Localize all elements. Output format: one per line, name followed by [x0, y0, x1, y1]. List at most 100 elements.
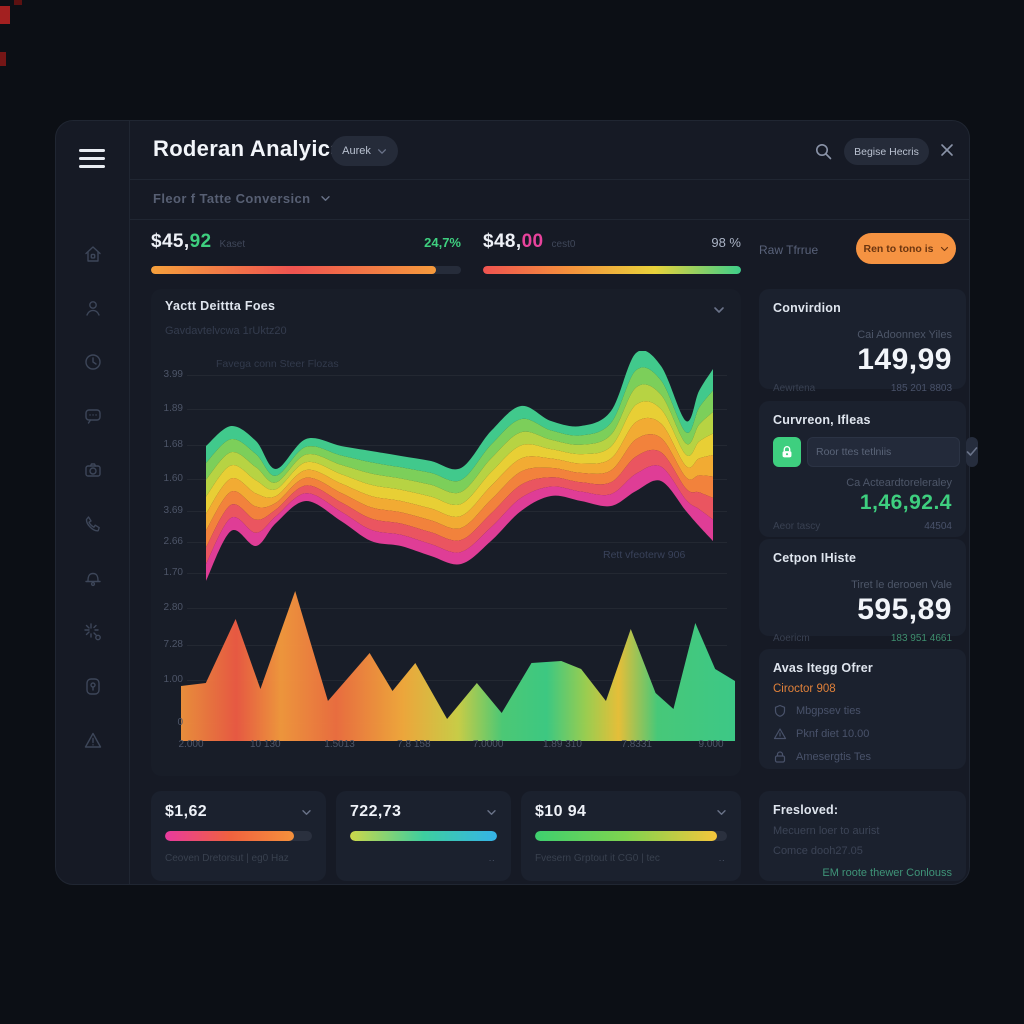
progress-fill: [151, 266, 437, 274]
chart-title: Yactt Deittta Foes: [165, 299, 276, 313]
close-icon[interactable]: [939, 142, 955, 163]
render-artifact: [14, 0, 22, 5]
sidebar-item-users[interactable]: [78, 293, 108, 323]
card-title: Avas Itegg Ofrer: [773, 661, 873, 675]
workspace-selector[interactable]: Aurek: [331, 136, 398, 166]
list-item-label: Amesergtis Tes: [796, 751, 871, 763]
mini-stat-value: 722,73: [350, 803, 402, 820]
mini-stat-value: $1,62: [165, 803, 208, 820]
search-icon[interactable]: [814, 142, 832, 165]
card-title: Curvreon, Ifleas: [773, 413, 871, 427]
chevron-down-icon[interactable]: [716, 809, 727, 816]
progress-bar: [165, 831, 312, 841]
lock-icon: [782, 446, 792, 458]
chevron-down-icon: [714, 307, 724, 313]
workspace-label: Aurek: [342, 145, 371, 157]
sidebar-item-time[interactable]: [78, 347, 108, 377]
account-button[interactable]: Begise Hecris: [844, 138, 929, 165]
x-axis-tick: 9.000: [698, 739, 724, 750]
grid-line: [187, 409, 727, 410]
y-axis-tick: 2.80: [163, 602, 183, 613]
render-artifact: [0, 52, 6, 66]
filterbar: Fleor f Tatte Conversicn: [129, 179, 969, 220]
card-subtitle: Ciroctor 908: [773, 683, 836, 695]
sidebar-item-security[interactable]: [78, 671, 108, 701]
card-value: 595,89: [857, 593, 952, 626]
resolved-link[interactable]: EM roote thewer Conlouss: [822, 867, 952, 879]
list-item[interactable]: Mbgpsev ties: [773, 704, 952, 718]
mini-stat-card: $1,62 Ceoven Dretorsut | eg0 Haz: [151, 791, 326, 881]
card-foot-right: 44504: [924, 521, 952, 532]
mini-stat-sub: Ceoven Dretorsut | eg0 Haz: [165, 853, 289, 864]
x-axis-tick: 7.8331: [621, 739, 652, 750]
card-foot-right: 185 201 8803: [890, 383, 952, 394]
y-axis-tick: 3.69: [163, 505, 183, 516]
y-axis-tick: 7.28: [163, 639, 183, 650]
rules-input[interactable]: [807, 437, 960, 467]
page-title: Roderan Analyics: [153, 136, 343, 161]
chart-subtitle: Gavdavtelvcwa 1rUktz20: [165, 325, 287, 337]
chevron-down-icon[interactable]: [301, 809, 312, 816]
stat-card-revenue: $45, 92 Kaset 24,7%: [151, 231, 461, 274]
sidebar-item-activity[interactable]: [78, 617, 108, 647]
y-axis-tick: 1.68: [163, 439, 183, 450]
stat-value-accent: 92: [189, 231, 212, 252]
progress-fill: [165, 831, 295, 841]
y-axis-tick: 1.60: [163, 473, 183, 484]
list-item-label: Mbgpsev ties: [796, 705, 861, 717]
lower-area-chart: [181, 586, 737, 741]
raw-mode-label: Raw Tfrrue: [759, 243, 819, 257]
stat-value-accent: 00: [521, 231, 544, 252]
sidebar-item-calls[interactable]: [78, 509, 108, 539]
progress-bar: [483, 266, 741, 274]
card-title: Convirdion: [773, 301, 841, 315]
card-foot-right: 183 951 4661: [890, 633, 952, 644]
account-label: Begise Hecris: [854, 145, 919, 158]
report-filter[interactable]: Fleor f Tatte Conversicn: [153, 191, 331, 206]
sidebar-item-messages[interactable]: [78, 401, 108, 431]
list-item[interactable]: Pknf diet 10.00: [773, 727, 952, 741]
menu-icon[interactable]: [79, 149, 105, 173]
resolved-line: Mecuern loer to aurist: [773, 825, 880, 837]
progress-bar: [535, 831, 727, 841]
sidebar-item-alerts[interactable]: [78, 563, 108, 593]
chat-icon: [84, 409, 101, 424]
phone-icon: [85, 516, 100, 532]
primary-cta-button[interactable]: Ren to tono is: [856, 233, 956, 264]
confirm-checkbox[interactable]: [966, 437, 978, 467]
chevron-down-icon: [321, 196, 331, 201]
grid-line: [187, 375, 727, 376]
chevron-down-icon[interactable]: [486, 809, 497, 816]
stat-percent: 98 %: [711, 235, 741, 250]
more-dots-icon[interactable]: ‥: [718, 853, 727, 864]
list-item[interactable]: Amesergtis Tes: [773, 750, 952, 764]
y-axis-tick: 0: [177, 717, 183, 728]
progress-fill: [483, 266, 741, 274]
chevron-down-icon: [940, 246, 948, 251]
check-icon: [966, 447, 978, 456]
grid-line: [187, 680, 727, 681]
card-foot-left: Aewrtena: [773, 383, 816, 394]
sidebar-item-warnings[interactable]: [78, 725, 108, 755]
lock-button[interactable]: [773, 437, 801, 467]
y-axis-tick: 1.89: [163, 403, 183, 414]
camera-icon: [84, 463, 101, 477]
x-axis-tick: 1.89 310: [542, 739, 582, 750]
conversion-card: Convirdion Cai Adoonnex Yiles 149,99 Aew…: [759, 289, 966, 394]
filter-label-text: Fleor f Tatte Conversicn: [153, 191, 311, 206]
card-label: Cai Adoonnex Yiles: [857, 329, 952, 341]
sidebar-item-home[interactable]: [78, 239, 108, 269]
more-dots-icon[interactable]: ‥: [488, 853, 497, 864]
app-window: Roderan Analyics Aurek Begise Hecris Fle…: [55, 120, 978, 885]
stat-percent: 24,7%: [424, 235, 461, 250]
stat-value: $45,: [151, 231, 190, 252]
user-icon: [85, 301, 100, 316]
render-artifact: [0, 6, 10, 24]
grid-line: [187, 645, 727, 646]
stat-note: cest0: [551, 239, 576, 250]
chart-collapse-chevron[interactable]: [713, 301, 725, 319]
resolved-card: Fresloved: Mecuern loer to aurist Comce …: [759, 791, 966, 881]
shield-lock-icon: [85, 678, 100, 695]
clock-icon: [84, 354, 101, 370]
sidebar-item-media[interactable]: [78, 455, 108, 485]
